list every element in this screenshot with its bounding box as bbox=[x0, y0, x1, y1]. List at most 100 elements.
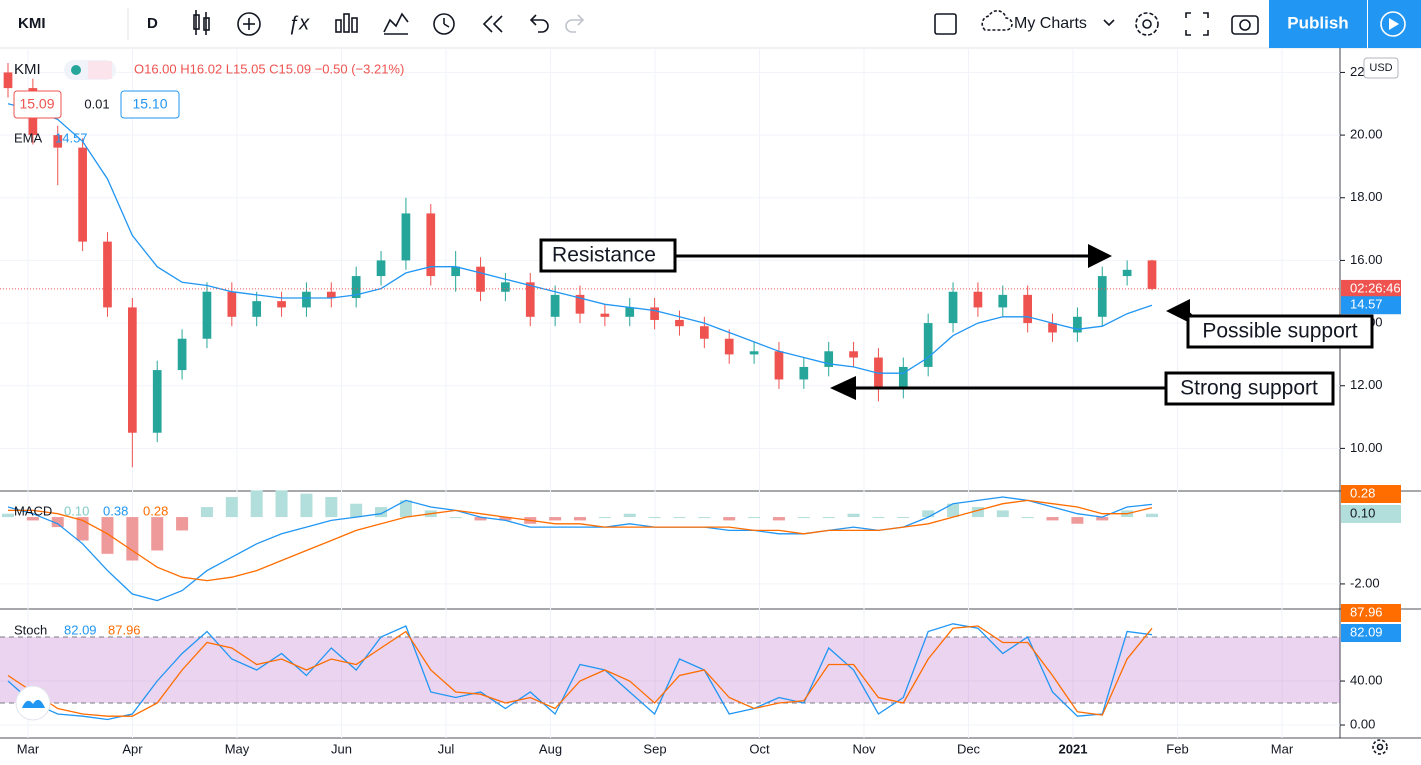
y-tick-label: 40.00 bbox=[1350, 672, 1383, 687]
symbol[interactable]: KMI bbox=[18, 15, 46, 32]
candle-body bbox=[326, 291, 336, 299]
macd-histogram-bar bbox=[623, 513, 636, 518]
stoch-d-line bbox=[7, 625, 1153, 717]
annotation-box bbox=[1164, 371, 1335, 406]
candle-body bbox=[351, 276, 361, 299]
candle-body bbox=[376, 260, 386, 277]
candle-body bbox=[476, 266, 485, 292]
candle-body bbox=[774, 351, 784, 380]
currency: USD bbox=[1369, 62, 1392, 74]
macd-histogram-bar bbox=[748, 517, 761, 519]
macd-signal-value: 0.28 bbox=[143, 503, 168, 518]
y-tick-label: 20.00 bbox=[1350, 127, 1383, 142]
macd-histogram-bar bbox=[1071, 517, 1084, 524]
bid-box[interactable] bbox=[13, 90, 62, 119]
legend: KMI O16.00 H16.02 L15.05 C15.09 −0.50 (−… bbox=[13, 60, 404, 637]
macd-histogram-bar bbox=[1046, 517, 1059, 521]
icon-redo[interactable] bbox=[565, 14, 585, 33]
bid: 15.09 bbox=[19, 96, 54, 112]
ask: 15.10 bbox=[132, 96, 167, 112]
candle-body bbox=[849, 351, 858, 358]
y-tick-label: 12.00 bbox=[1350, 377, 1383, 392]
macd-histogram-bar bbox=[1096, 517, 1109, 521]
interval[interactable]: D bbox=[147, 15, 158, 32]
macd-histogram-bar bbox=[1146, 513, 1158, 518]
macd-value: 0.38 bbox=[103, 503, 128, 518]
logo-circle bbox=[15, 685, 51, 721]
icon-undo[interactable] bbox=[529, 14, 549, 33]
macd-histogram-bar bbox=[947, 503, 960, 518]
macd-histogram-bar bbox=[26, 517, 39, 521]
icon-fx[interactable]: ƒx bbox=[288, 12, 310, 34]
icon-fullscreen-box[interactable] bbox=[934, 13, 957, 35]
icon-settings[interactable] bbox=[1135, 12, 1159, 36]
ask-box[interactable] bbox=[120, 90, 180, 119]
price-badge-label: 87.96 bbox=[1350, 604, 1383, 619]
icon-chevron[interactable] bbox=[1103, 19, 1115, 27]
candle-body bbox=[426, 213, 436, 277]
macd-histogram-bar bbox=[872, 517, 885, 519]
candle-body bbox=[1023, 294, 1033, 324]
icon-alert[interactable] bbox=[433, 13, 455, 35]
icon-axis-settings[interactable] bbox=[1372, 739, 1388, 755]
x-tick-label: May bbox=[225, 741, 250, 756]
candle-body bbox=[600, 313, 610, 317]
macd-histogram-bar bbox=[151, 517, 164, 551]
candle-body bbox=[550, 294, 560, 317]
y-tick-label: -2.00 bbox=[1350, 575, 1380, 590]
status-dot bbox=[71, 65, 81, 75]
icon-compare[interactable] bbox=[383, 12, 409, 35]
play-icon bbox=[1389, 18, 1399, 30]
macd-histogram-bar bbox=[549, 517, 562, 521]
macd-histogram-bar bbox=[499, 517, 512, 521]
macd-histogram-bar bbox=[300, 493, 313, 518]
arrow-head bbox=[1166, 299, 1190, 323]
candle-body bbox=[177, 338, 187, 371]
candle-body bbox=[525, 282, 535, 317]
icon-add[interactable] bbox=[237, 12, 261, 36]
macd-histogram-bar bbox=[76, 517, 89, 541]
macd-histogram-bar bbox=[375, 507, 388, 518]
publish-label[interactable]: Publish bbox=[1287, 13, 1348, 32]
my-charts[interactable]: My Charts bbox=[1014, 15, 1087, 32]
macd-histogram-bar bbox=[350, 503, 363, 518]
annotation-box bbox=[1186, 314, 1374, 349]
x-tick-label: Dec bbox=[957, 741, 981, 756]
ema-value: 14.57 bbox=[55, 130, 88, 145]
macd-histogram-bar bbox=[176, 517, 189, 531]
price-badge-label: 02:26:46 bbox=[1350, 280, 1401, 295]
signal-line bbox=[8, 499, 1153, 582]
ema-name: EMA bbox=[14, 130, 43, 145]
price-badge bbox=[1341, 279, 1401, 298]
x-tick-label: Oct bbox=[749, 741, 770, 756]
stoch-name: Stoch bbox=[14, 622, 47, 637]
icon-replay[interactable] bbox=[482, 15, 503, 33]
icon-camera[interactable] bbox=[1231, 15, 1259, 35]
macd-histogram-bar bbox=[897, 517, 910, 519]
macd-histogram-bar bbox=[2, 513, 14, 518]
candle-body bbox=[724, 338, 734, 355]
publish-button[interactable] bbox=[1269, 0, 1367, 48]
candle-body bbox=[103, 241, 112, 308]
macd-histogram-bar bbox=[325, 497, 338, 518]
macd-histogram-bar bbox=[822, 517, 835, 519]
macd-histogram-bar bbox=[200, 507, 213, 518]
icon-indicators[interactable] bbox=[335, 13, 358, 33]
x-tick-label: Jun bbox=[331, 741, 352, 756]
icon-cloud[interactable] bbox=[981, 10, 1013, 31]
macd-histogram-bar bbox=[797, 517, 810, 519]
candle-body bbox=[401, 213, 411, 261]
stoch-k-line bbox=[7, 623, 1153, 721]
candle-body bbox=[675, 319, 684, 327]
macd-name: MACD bbox=[14, 503, 52, 518]
candle-body bbox=[898, 366, 908, 389]
legend-ohlc: O16.00 H16.02 L15.05 C15.09 −0.50 (−3.21… bbox=[134, 61, 404, 76]
axis-mask bbox=[1341, 49, 1421, 59]
icon-candles[interactable] bbox=[193, 10, 210, 35]
x-tick-label: Apr bbox=[122, 741, 143, 756]
macd-histogram-bar bbox=[723, 517, 736, 521]
icon-expand[interactable] bbox=[1185, 12, 1209, 36]
macd-histogram-bar bbox=[225, 497, 238, 518]
x-tick-label: Mar bbox=[17, 741, 40, 756]
macd-histogram-bar bbox=[648, 517, 661, 519]
